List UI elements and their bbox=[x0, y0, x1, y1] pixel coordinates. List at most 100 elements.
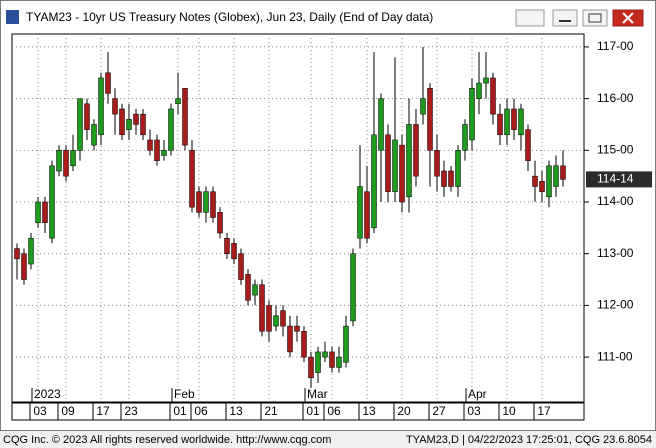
candle-body bbox=[504, 108, 510, 136]
x-tick-label: 13 bbox=[362, 404, 376, 418]
y-tick-label: 111-00 bbox=[597, 349, 633, 363]
candle-body bbox=[350, 253, 356, 322]
maximize-icon bbox=[588, 13, 602, 23]
footer-left: CQG Inc. © 2023 All rights reserved worl… bbox=[3, 434, 331, 446]
x-tick-label: 13 bbox=[229, 404, 243, 418]
candle-body bbox=[329, 351, 335, 368]
candle-body bbox=[196, 191, 202, 213]
x-tick-label: 09 bbox=[61, 404, 75, 418]
candle-body bbox=[315, 351, 321, 373]
month-label: Apr bbox=[468, 387, 487, 401]
candle-body bbox=[308, 356, 314, 379]
candle-body bbox=[154, 139, 160, 161]
app-icon bbox=[6, 10, 19, 24]
candle-body bbox=[98, 77, 104, 136]
candle-body bbox=[539, 181, 545, 192]
candle-body bbox=[462, 124, 468, 151]
close-icon bbox=[622, 12, 634, 24]
candle-body bbox=[273, 315, 279, 327]
candle-body bbox=[70, 150, 76, 167]
candle-body bbox=[14, 248, 20, 260]
candle-body bbox=[238, 253, 244, 280]
candle-body bbox=[413, 124, 419, 177]
plot-area bbox=[11, 33, 585, 403]
candle-body bbox=[497, 113, 503, 136]
candle-body bbox=[518, 108, 524, 136]
candle-body bbox=[532, 175, 538, 187]
candle-body bbox=[322, 351, 328, 358]
last-price-box bbox=[586, 171, 652, 188]
title-bar bbox=[1, 1, 655, 33]
y-tick-label: 112-00 bbox=[597, 298, 634, 312]
candle-body bbox=[168, 108, 174, 151]
x-tick-label: 01 bbox=[306, 404, 320, 418]
candle-body bbox=[161, 150, 167, 156]
x-tick-label: 20 bbox=[397, 404, 411, 418]
y-tick-label: 115-00 bbox=[597, 142, 634, 156]
x-tick-label: 17 bbox=[96, 404, 110, 418]
x-tick-label: 01 bbox=[173, 404, 187, 418]
month-label: Feb bbox=[174, 387, 195, 401]
candle-body bbox=[175, 98, 181, 105]
candle-body bbox=[287, 325, 293, 353]
candle-body bbox=[301, 330, 307, 358]
maximize-button[interactable] bbox=[582, 9, 608, 27]
month-label: Mar bbox=[307, 387, 328, 401]
candle-body bbox=[182, 88, 188, 146]
candle-body bbox=[343, 325, 349, 363]
x-tick-label: 06 bbox=[327, 404, 341, 418]
candle-body bbox=[210, 191, 216, 218]
candle-body bbox=[63, 150, 69, 177]
candle-body bbox=[119, 108, 125, 136]
candle-body bbox=[217, 212, 223, 234]
candle-body bbox=[406, 124, 412, 198]
footer-right: TYAM23,D | 04/22/2023 17:25:01, CQG 23.6… bbox=[406, 434, 652, 446]
candle-body bbox=[28, 237, 34, 265]
candle-body bbox=[77, 98, 83, 151]
candle-body bbox=[140, 113, 146, 136]
month-label: 2023 bbox=[34, 387, 61, 401]
last-price-label: 114-14 bbox=[597, 172, 634, 186]
candle-body bbox=[224, 237, 230, 254]
x-tick-label: 21 bbox=[264, 404, 278, 418]
candle-body bbox=[105, 72, 111, 94]
candle-body bbox=[546, 165, 552, 198]
candle-body bbox=[357, 186, 363, 239]
candle-body bbox=[490, 77, 496, 115]
candle-body bbox=[525, 129, 531, 161]
candle-body bbox=[371, 134, 377, 229]
y-tick-label: 114-00 bbox=[597, 194, 634, 208]
candle-body bbox=[427, 88, 433, 151]
candle-body bbox=[133, 113, 139, 125]
candle-body bbox=[378, 98, 384, 151]
x-tick-label: 03 bbox=[33, 404, 47, 418]
x-tick-label: 03 bbox=[467, 404, 481, 418]
minimize-button[interactable] bbox=[552, 9, 578, 27]
candle-body bbox=[455, 150, 461, 187]
y-tick-label: 116-00 bbox=[597, 91, 634, 105]
x-axis-band bbox=[11, 402, 585, 421]
candle-body bbox=[91, 124, 97, 146]
candle-body bbox=[189, 150, 195, 208]
candle-body bbox=[441, 170, 447, 187]
candle-body bbox=[294, 325, 300, 332]
candle-body bbox=[203, 191, 209, 213]
candle-body bbox=[259, 284, 265, 332]
x-tick-label: 06 bbox=[194, 404, 208, 418]
candle-body bbox=[336, 356, 342, 368]
candle-body bbox=[560, 165, 566, 180]
x-tick-label: 27 bbox=[432, 404, 446, 418]
candle-body bbox=[126, 119, 132, 130]
candle-body bbox=[553, 165, 559, 187]
candle-body bbox=[385, 134, 391, 192]
candle-body bbox=[42, 201, 48, 223]
candle-body bbox=[364, 191, 370, 239]
candle-body bbox=[511, 108, 517, 130]
candle-body bbox=[469, 88, 475, 141]
y-tick-label: 113-00 bbox=[597, 246, 634, 260]
candle-body bbox=[231, 243, 237, 260]
candle-body bbox=[112, 98, 118, 115]
link-button[interactable] bbox=[515, 9, 545, 27]
candle-body bbox=[266, 305, 272, 332]
